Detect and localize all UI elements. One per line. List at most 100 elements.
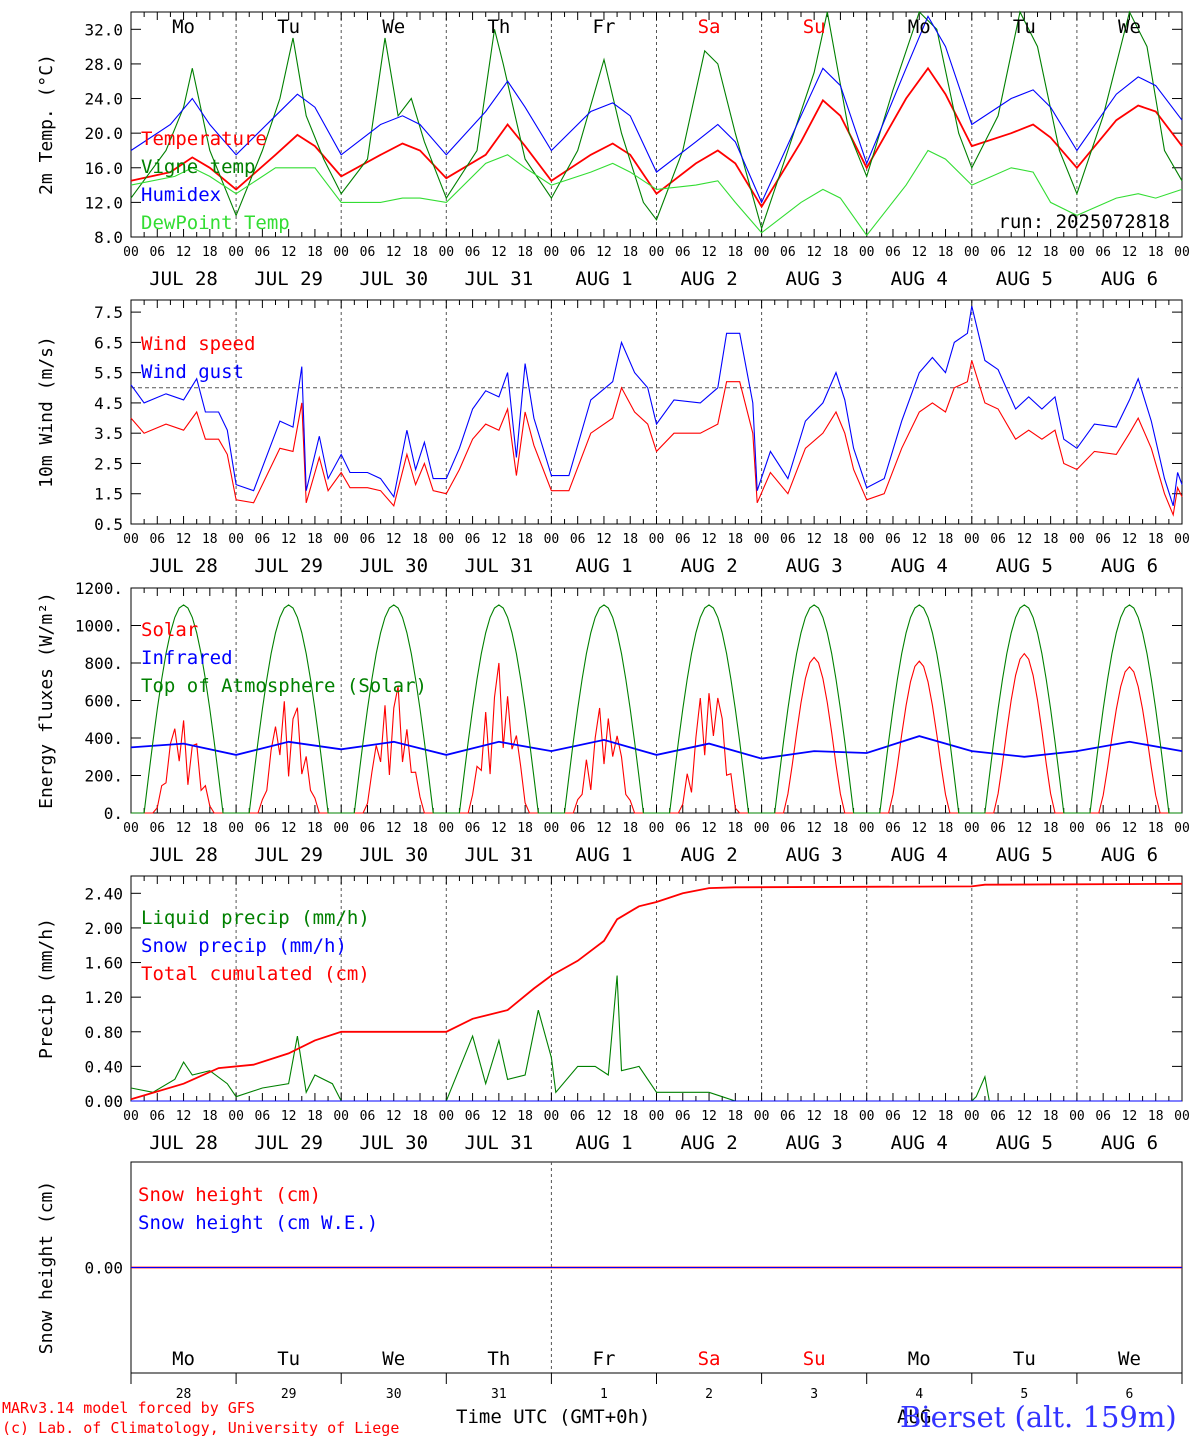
date-label: AUG 5 — [996, 555, 1053, 577]
legend-entry: Wind speed — [141, 333, 255, 355]
y-tick-label: 6.5 — [94, 333, 123, 352]
panel-frame — [130, 587, 1183, 814]
hour-label: 18 — [938, 532, 954, 547]
hour-label: 06 — [990, 821, 1006, 836]
hour-label: 18 — [727, 1109, 743, 1124]
hour-label: 18 — [412, 1109, 428, 1124]
hour-label: 00 — [123, 821, 139, 836]
day-name-top: Mo — [908, 16, 931, 38]
y-tick-label: 1200. — [75, 579, 123, 598]
hour-label: 06 — [255, 532, 271, 547]
hour-label: 12 — [491, 245, 507, 260]
hour-label: 00 — [649, 245, 665, 260]
date-label: JUL 30 — [359, 844, 428, 866]
y-tick-label: 2.00 — [84, 919, 123, 938]
y-tick-label: 0. — [104, 804, 123, 823]
hour-label: 18 — [1043, 245, 1059, 260]
hour-label: 00 — [123, 1109, 139, 1124]
hour-label: 06 — [360, 1109, 376, 1124]
day-name-bottom: Tu — [1013, 1348, 1036, 1370]
hour-label: 12 — [911, 245, 927, 260]
day-name-top: Sa — [698, 16, 721, 38]
date-label: AUG 1 — [575, 1132, 632, 1154]
hour-label: 18 — [307, 532, 323, 547]
day-number-bottom: 30 — [386, 1387, 402, 1402]
y-tick-label: 5.5 — [94, 364, 123, 383]
hour-label: 06 — [990, 245, 1006, 260]
hour-label: 06 — [255, 1109, 271, 1124]
panel-2: 10m Wind (m/s) — [36, 299, 1183, 525]
hour-label: 06 — [885, 821, 901, 836]
hour-label: 12 — [701, 532, 717, 547]
day-name-top: Fr — [593, 16, 616, 38]
hour-label: 00 — [754, 1109, 770, 1124]
hour-label: 18 — [622, 821, 638, 836]
y-tick-label: 600. — [84, 692, 123, 711]
hour-label: 06 — [1095, 245, 1111, 260]
hour-label: 00 — [1069, 532, 1085, 547]
day-name-bottom: We — [1118, 1348, 1141, 1370]
hour-label: 06 — [885, 245, 901, 260]
hour-label: 18 — [412, 821, 428, 836]
hour-label: 06 — [465, 1109, 481, 1124]
panel-1: 2m Temp. (°C) — [36, 10, 1183, 238]
date-label: JUL 29 — [254, 268, 323, 290]
day-name-top: Tu — [1013, 16, 1036, 38]
date-label: JUL 28 — [149, 1132, 218, 1154]
hour-label: 06 — [1095, 1109, 1111, 1124]
date-label: JUL 30 — [359, 555, 428, 577]
hour-label: 06 — [675, 245, 691, 260]
hour-label: 00 — [649, 1109, 665, 1124]
hour-label: 12 — [176, 821, 192, 836]
y-tick-label: 0.5 — [94, 515, 123, 534]
hour-label: 12 — [176, 532, 192, 547]
day-number-bottom: 28 — [176, 1387, 192, 1402]
hour-label: 00 — [964, 1109, 980, 1124]
y-tick-label: 0.40 — [84, 1057, 123, 1076]
hour-label: 00 — [228, 532, 244, 547]
date-label: AUG 6 — [1101, 268, 1158, 290]
hour-label: 12 — [701, 245, 717, 260]
hour-label: 06 — [255, 245, 271, 260]
hour-label: 00 — [544, 532, 560, 547]
hour-label: 00 — [333, 821, 349, 836]
hour-label: 12 — [596, 821, 612, 836]
y-tick-label: 4.5 — [94, 394, 123, 413]
hour-label: 06 — [149, 1109, 165, 1124]
hour-label: 06 — [780, 245, 796, 260]
hour-label: 12 — [596, 532, 612, 547]
date-label: AUG 2 — [680, 1132, 737, 1154]
date-label: AUG 6 — [1101, 555, 1158, 577]
series-humidex — [130, 15, 1183, 204]
day-name-bottom: Mo — [908, 1348, 931, 1370]
date-label: AUG 1 — [575, 268, 632, 290]
day-number-bottom: 6 — [1126, 1387, 1134, 1402]
date-label: AUG 1 — [575, 844, 632, 866]
hour-label: 00 — [1174, 532, 1190, 547]
legend-entry: Infrared — [141, 647, 233, 669]
day-name-bottom: Th — [487, 1348, 510, 1370]
y-tick-label: 1.20 — [84, 988, 123, 1007]
hour-label: 12 — [911, 532, 927, 547]
legend-entry: Top of Atmosphere (Solar) — [141, 675, 427, 697]
hour-label: 00 — [859, 821, 875, 836]
day-name-bottom: Su — [803, 1348, 826, 1370]
y-tick-label: 1.5 — [94, 485, 123, 504]
date-label: JUL 30 — [359, 268, 428, 290]
hour-label: 00 — [123, 245, 139, 260]
date-label: AUG 4 — [891, 555, 948, 577]
hour-label: 00 — [333, 245, 349, 260]
hour-label: 18 — [412, 532, 428, 547]
hour-label: 06 — [780, 532, 796, 547]
run-label: run: 2025072818 — [998, 211, 1170, 233]
day-number-bottom: 29 — [281, 1387, 297, 1402]
hour-label: 06 — [570, 532, 586, 547]
panel-frame — [130, 11, 1183, 238]
hour-label: 12 — [491, 821, 507, 836]
y-axis-label: Snow height (cm) — [36, 1181, 57, 1354]
legend-entry: Humidex — [141, 184, 221, 206]
hour-label: 00 — [1069, 821, 1085, 836]
hour-label: 00 — [544, 1109, 560, 1124]
hour-label: 18 — [1043, 532, 1059, 547]
day-name-top: Mo — [172, 16, 195, 38]
